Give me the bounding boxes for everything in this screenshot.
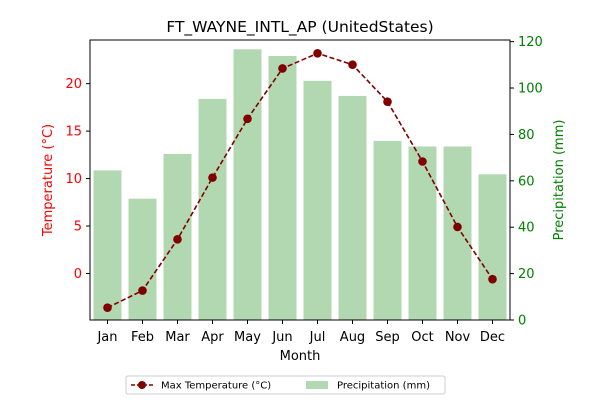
legend-label-temperature: Max Temperature (°C) [161, 381, 271, 392]
temperature-point [348, 60, 357, 69]
left-axis-ticks: 0 5 10 15 20 [65, 77, 90, 282]
right-tick-label: 20 [518, 267, 535, 282]
x-tick-label: Mar [165, 330, 190, 345]
x-tick-label: Jan [96, 330, 117, 345]
right-tick-label: 0 [518, 314, 526, 329]
x-tick-label: Aug [340, 330, 365, 345]
temperature-point [173, 235, 182, 244]
precipitation-bar [93, 170, 122, 320]
x-tick-label: Nov [445, 330, 471, 345]
temperature-line-path [107, 52, 494, 309]
precipitation-bar [338, 95, 367, 320]
right-tick-label: 120 [518, 35, 543, 50]
precipitation-bar [233, 49, 262, 320]
legend-frame [125, 375, 446, 395]
legend-dot-marker [138, 381, 146, 389]
x-tick-label: Sep [375, 330, 400, 345]
right-axis-ticks: 0 20 40 60 80 100 120 [510, 35, 543, 329]
temperature-point [453, 222, 462, 232]
temperature-point [103, 303, 112, 312]
plot-frame [89, 39, 511, 321]
x-tick-label: Jun [271, 330, 292, 345]
left-axis-label: Temperature (°C) [41, 124, 56, 237]
precipitation-bar [198, 98, 227, 321]
x-axis-ticks: Jan Feb Mar Apr May Jun Jul Aug Sep Oct Nov Dec [96, 320, 505, 345]
precipitation-bar [268, 56, 297, 321]
precipitation-bar [373, 140, 402, 320]
right-tick-label: 60 [518, 174, 535, 189]
chart-title: FT_WAYNE_INTL_AP (UnitedStates) [166, 18, 433, 37]
temperature-line [103, 48, 497, 312]
right-tick-label: 80 [518, 128, 535, 143]
legend-bar-swatch [306, 381, 328, 389]
temperature-point [383, 97, 392, 106]
x-tick-label: Dec [480, 330, 505, 345]
left-tick-label: 20 [65, 77, 82, 92]
x-tick-label: Oct [411, 330, 433, 345]
legend-label-precipitation: Precipitation (mm) [337, 381, 430, 392]
precipitation-bar [303, 80, 332, 321]
left-tick-label: 10 [65, 172, 82, 187]
left-tick-label: 5 [74, 220, 82, 235]
temperature-point [243, 114, 252, 124]
x-tick-label: Feb [131, 330, 154, 345]
precipitation-bar [443, 146, 472, 320]
temperature-point [208, 173, 217, 182]
temperature-point [313, 48, 322, 58]
x-axis-label: Month [280, 349, 321, 364]
right-axis-label: Precipitation (mm) [552, 120, 567, 241]
temperature-point [138, 286, 147, 295]
x-tick-label: Jul [309, 330, 326, 345]
x-tick-label: Apr [201, 330, 224, 345]
temperature-point [278, 64, 287, 73]
legend: Max Temperature (°C) Precipitation (mm) [125, 375, 446, 395]
precipitation-bars [93, 49, 507, 321]
right-tick-label: 40 [518, 221, 535, 236]
right-tick-label: 100 [518, 82, 543, 97]
precipitation-bar [128, 198, 157, 320]
temperature-point [418, 157, 427, 166]
precipitation-bar [408, 146, 437, 320]
left-tick-label: 15 [65, 125, 82, 140]
x-tick-label: May [234, 330, 261, 345]
temperature-point [488, 274, 497, 284]
left-tick-label: 0 [74, 267, 82, 282]
precipitation-bar [478, 174, 507, 320]
